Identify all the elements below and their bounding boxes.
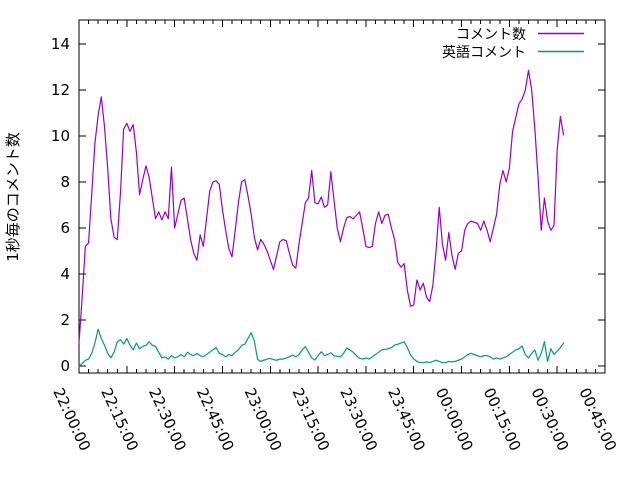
y-tick-label: 6: [60, 219, 70, 237]
y-tick-label: 8: [60, 173, 70, 191]
y-tick-label: 4: [60, 265, 70, 283]
x-tick-label: 00:00:00: [432, 385, 477, 454]
x-tick-label: 00:15:00: [480, 385, 525, 454]
axis-ticks: [78, 20, 606, 373]
x-tick-label: 23:45:00: [384, 385, 429, 454]
legend-label-english-comments: 英語コメント: [442, 44, 526, 61]
y-tick-label: 10: [51, 127, 70, 145]
x-tick-label: 23:30:00: [336, 385, 381, 454]
axis-tick-labels: 0 2 4 6 8 10 12 14 22:00:00 22:15:00 22:30:00 22:45…: [49, 35, 620, 454]
plot-border: [78, 19, 606, 374]
y-tick-label: 2: [60, 311, 70, 329]
y-tick-label: 12: [51, 81, 70, 99]
x-tick-label: 23:00:00: [241, 385, 286, 454]
x-tick-label: 23:15:00: [288, 385, 333, 454]
legend-label-comments: コメント数: [456, 27, 526, 43]
series-comments-line: [78, 69, 565, 344]
y-tick-label: 14: [51, 35, 70, 53]
x-tick-label: 22:15:00: [97, 385, 142, 454]
legend: コメント数 英語コメント: [442, 27, 584, 61]
data-series-group: [78, 69, 565, 367]
x-tick-label: 22:45:00: [193, 385, 238, 454]
legend-entry-english-comments: 英語コメント: [442, 44, 584, 61]
x-tick-label: 00:30:00: [528, 385, 573, 454]
x-tick-label: 00:45:00: [575, 385, 620, 454]
plot-border-group: [78, 19, 606, 374]
x-tick-label: 22:00:00: [49, 385, 94, 454]
legend-entry-comments: コメント数: [456, 27, 584, 43]
series-english-comments-line: [78, 328, 565, 367]
y-tick-label: 0: [60, 357, 70, 375]
x-tick-label: 22:30:00: [145, 385, 190, 454]
y-axis-title: 1秒毎のコメント数: [4, 132, 22, 262]
